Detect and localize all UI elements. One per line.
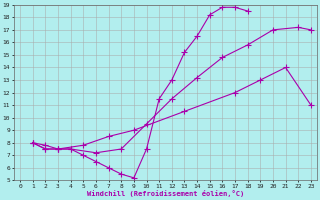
X-axis label: Windchill (Refroidissement éolien,°C): Windchill (Refroidissement éolien,°C) — [87, 190, 244, 197]
